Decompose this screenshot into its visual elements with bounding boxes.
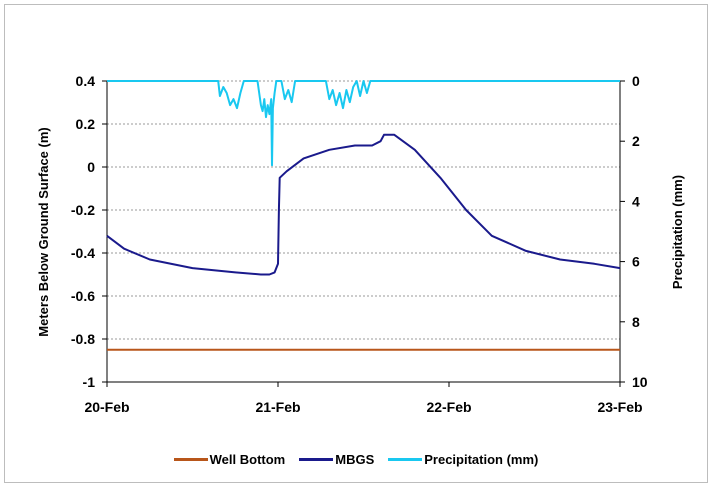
y-right-tick-label: 6 (632, 254, 640, 270)
y-left-tick-label: 0 (87, 159, 95, 175)
legend-label-mbgs: MBGS (335, 452, 375, 467)
series-precipitation (107, 80, 620, 167)
legend-label-well-bottom: Well Bottom (209, 452, 286, 467)
legend-item-mbgs: MBGS (299, 452, 374, 467)
y-right-tick-label: 0 (632, 73, 640, 89)
y-right-tick-label: 8 (632, 314, 640, 330)
x-tick-label: 20-Feb (84, 399, 129, 415)
x-tick-label: 22-Feb (426, 399, 471, 415)
y-right-tick-label: 4 (632, 193, 640, 209)
legend-swatch-well-bottom (173, 458, 208, 461)
tick-labels: 0.4 0.2 0 -0.2 -0.4 -0.6 -0.8 -1 0 2 4 6 8 10 20-Feb 21… (71, 73, 648, 415)
y-axis-left-title: Meters Below Ground Surface (m) (36, 127, 51, 336)
y-right-tick-label: 10 (632, 374, 648, 390)
y-left-tick-label: -0.8 (71, 331, 95, 347)
series-lines (106, 80, 621, 351)
legend-label-precipitation: Precipitation (mm) (424, 452, 539, 467)
y-left-tick-label: 0.4 (76, 73, 96, 89)
y-left-tick-label: -0.4 (71, 245, 95, 261)
legend-swatch-mbgs (299, 458, 334, 461)
y-right-tick-label: 2 (632, 133, 640, 149)
axes (102, 80, 625, 387)
x-tick-label: 21-Feb (255, 399, 300, 415)
y-left-tick-label: -0.2 (71, 202, 95, 218)
legend-item-precipitation: Precipitation (mm) (388, 452, 538, 467)
x-tick-label: 23-Feb (597, 399, 642, 415)
legend: Well Bottom MBGS Precipitation (mm) (0, 452, 712, 467)
series-mbgs (106, 133, 621, 276)
legend-swatch-precipitation (388, 458, 423, 461)
y-left-tick-label: 0.2 (76, 116, 96, 132)
gridlines (107, 80, 620, 340)
legend-item-well-bottom: Well Bottom (173, 452, 286, 467)
y-left-tick-label: -1 (83, 374, 96, 390)
y-axis-right-title: Precipitation (mm) (670, 175, 685, 289)
y-left-tick-label: -0.6 (71, 288, 95, 304)
